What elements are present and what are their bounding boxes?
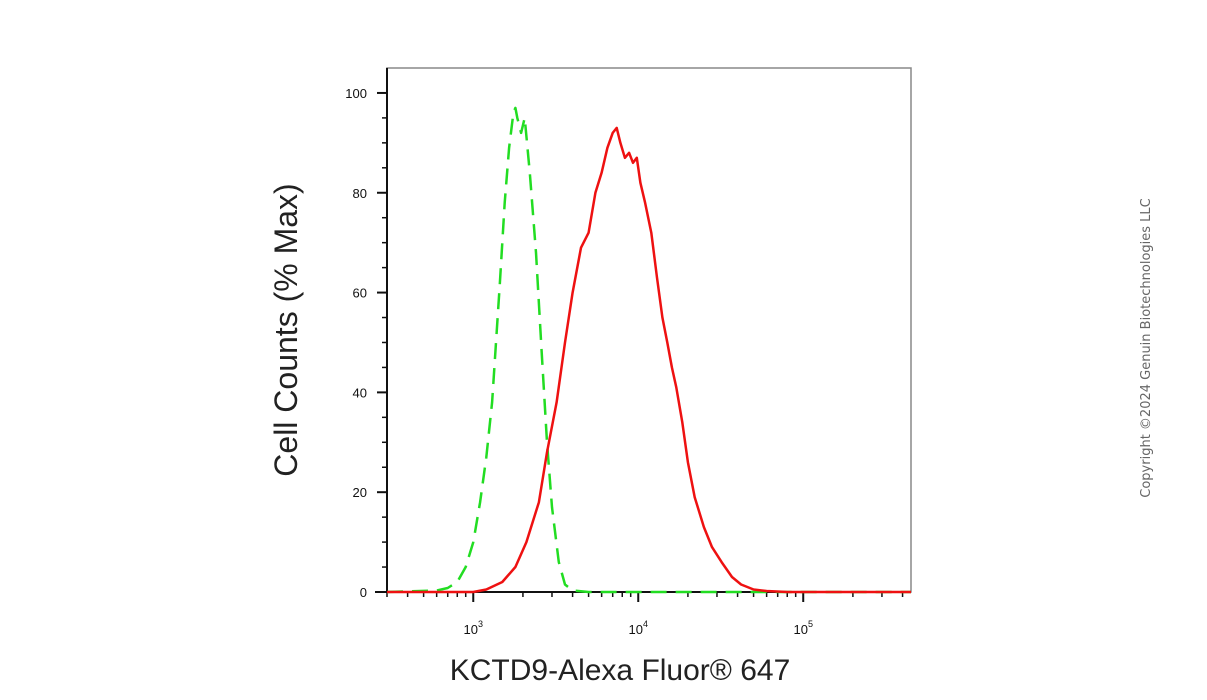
plot-frame bbox=[386, 67, 912, 593]
x-tick-label: 105 bbox=[793, 619, 812, 637]
y-tick-label: 80 bbox=[353, 186, 367, 201]
series-line-1 bbox=[386, 106, 911, 594]
y-tick-label: 40 bbox=[353, 385, 367, 400]
x-tick-label: 103 bbox=[464, 619, 483, 637]
series-layer bbox=[386, 106, 911, 594]
y-tick-label: 0 bbox=[360, 585, 367, 600]
y-tick-label: 100 bbox=[345, 86, 367, 101]
copyright-text: Copyright ©2024 Genuin Biotechnologies L… bbox=[1139, 198, 1154, 497]
y-axis-ticks: 0 20 40 60 80 100 bbox=[345, 86, 387, 600]
y-axis-title: Cell Counts (% Max) bbox=[268, 183, 304, 476]
x-tick-label: 104 bbox=[629, 619, 648, 637]
y-tick-label: 60 bbox=[353, 286, 367, 301]
series-line-2 bbox=[387, 126, 911, 594]
x-axis-ticks: 103 104 105 bbox=[386, 592, 904, 637]
y-tick-label: 20 bbox=[353, 485, 367, 500]
x-axis-title: KCTD9-Alexa Fluor® 647 bbox=[450, 654, 791, 687]
